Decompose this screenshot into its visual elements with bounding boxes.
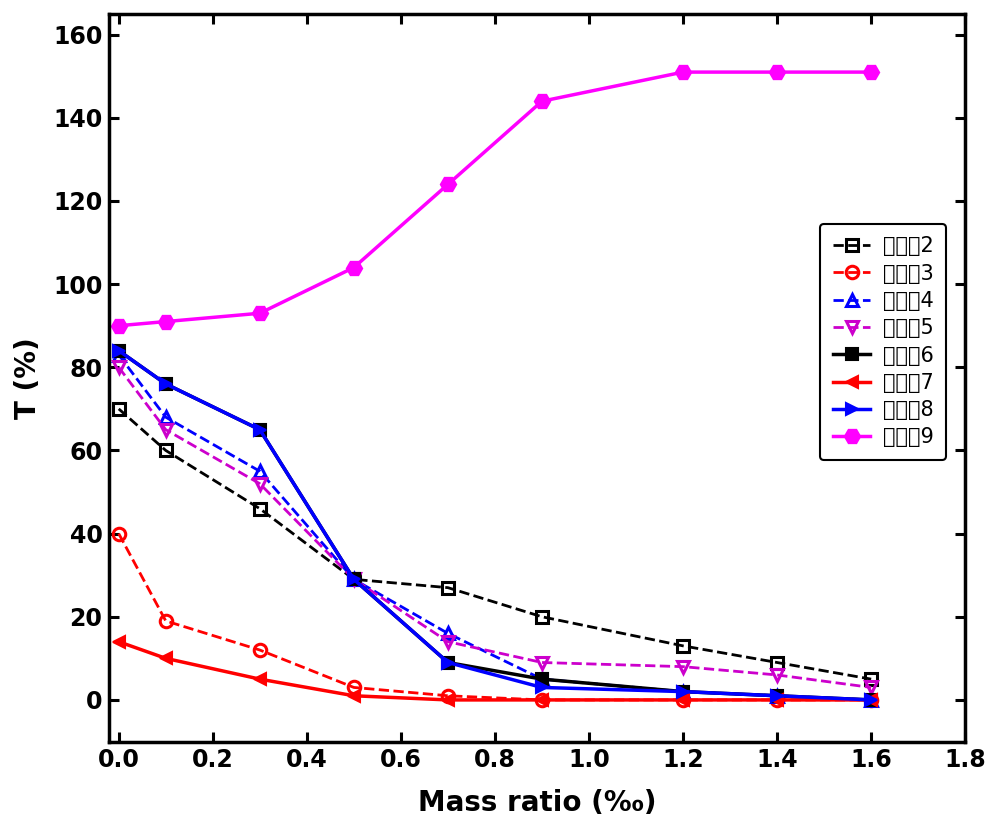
实施例5: [677, 661, 689, 671]
实施例7: [865, 695, 877, 705]
Legend: 实施例2, 实施例3, 实施例4, 实施例5, 实施例6, 实施例7, 实施例8, 实施例9: 实施例2, 实施例3, 实施例4, 实施例5, 实施例6, 实施例7, 实施例8…: [820, 224, 946, 460]
实施例6: [160, 379, 172, 389]
实施例5: [865, 682, 877, 692]
实施例9: [113, 321, 125, 331]
实施例8: [677, 686, 689, 696]
实施例8: [536, 682, 548, 692]
实施例8: [865, 695, 877, 705]
实施例7: [348, 691, 360, 701]
实施例4: [442, 628, 454, 638]
实施例2: [113, 404, 125, 414]
实施例2: [442, 583, 454, 593]
Line: 实施例9: 实施例9: [111, 65, 879, 333]
实施例5: [536, 657, 548, 667]
实施例2: [771, 657, 783, 667]
实施例7: [536, 695, 548, 705]
实施例7: [160, 653, 172, 663]
Line: 实施例3: 实施例3: [112, 528, 877, 706]
实施例9: [865, 67, 877, 77]
实施例3: [442, 691, 454, 701]
实施例5: [771, 670, 783, 680]
实施例6: [113, 346, 125, 356]
实施例4: [113, 350, 125, 360]
实施例2: [254, 504, 266, 514]
实施例9: [677, 67, 689, 77]
实施例2: [677, 641, 689, 651]
实施例2: [348, 574, 360, 584]
实施例4: [771, 691, 783, 701]
实施例9: [348, 263, 360, 273]
实施例3: [113, 529, 125, 538]
实施例7: [254, 674, 266, 684]
实施例3: [677, 695, 689, 705]
实施例8: [442, 657, 454, 667]
Line: 实施例7: 实施例7: [112, 636, 877, 706]
实施例7: [771, 695, 783, 705]
实施例5: [113, 362, 125, 372]
实施例4: [536, 674, 548, 684]
X-axis label: Mass ratio (‰): Mass ratio (‰): [418, 789, 657, 817]
实施例5: [254, 479, 266, 489]
实施例4: [348, 574, 360, 584]
实施例6: [771, 691, 783, 701]
实施例9: [254, 308, 266, 318]
实施例3: [254, 645, 266, 655]
实施例6: [348, 574, 360, 584]
实施例3: [348, 682, 360, 692]
实施例3: [536, 695, 548, 705]
Y-axis label: T (%): T (%): [14, 337, 42, 419]
实施例5: [442, 637, 454, 647]
实施例5: [348, 574, 360, 584]
实施例4: [160, 412, 172, 422]
实施例8: [254, 425, 266, 435]
实施例8: [348, 574, 360, 584]
实施例2: [865, 674, 877, 684]
实施例4: [677, 686, 689, 696]
Line: 实施例5: 实施例5: [112, 361, 877, 694]
Line: 实施例2: 实施例2: [112, 403, 877, 686]
实施例3: [865, 695, 877, 705]
实施例8: [160, 379, 172, 389]
实施例8: [771, 691, 783, 701]
实施例6: [442, 657, 454, 667]
实施例2: [536, 612, 548, 622]
实施例2: [160, 445, 172, 455]
实施例6: [254, 425, 266, 435]
实施例7: [113, 637, 125, 647]
Line: 实施例8: 实施例8: [112, 344, 877, 706]
实施例8: [113, 346, 125, 356]
Line: 实施例6: 实施例6: [112, 344, 877, 706]
实施例3: [771, 695, 783, 705]
实施例4: [254, 466, 266, 476]
实施例9: [771, 67, 783, 77]
实施例4: [865, 695, 877, 705]
Line: 实施例4: 实施例4: [112, 348, 877, 706]
实施例6: [536, 674, 548, 684]
实施例5: [160, 425, 172, 435]
实施例7: [677, 695, 689, 705]
实施例6: [865, 695, 877, 705]
实施例9: [442, 179, 454, 189]
实施例3: [160, 616, 172, 626]
实施例9: [536, 96, 548, 106]
实施例6: [677, 686, 689, 696]
实施例7: [442, 695, 454, 705]
实施例9: [160, 317, 172, 327]
